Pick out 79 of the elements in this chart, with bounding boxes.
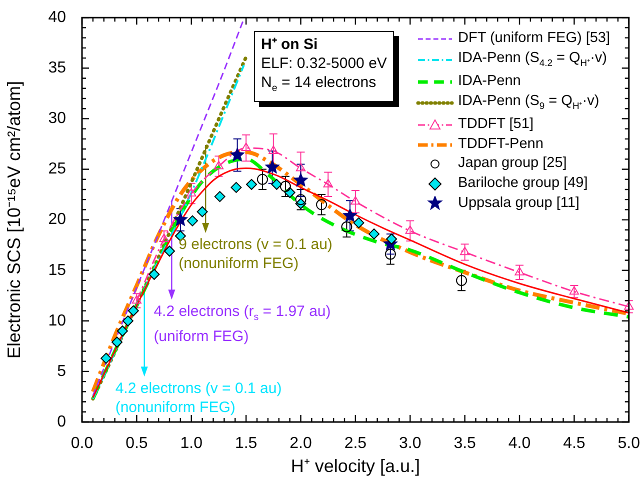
y-tick-label: 5 (57, 362, 66, 380)
x-tick-label: 1.5 (234, 435, 258, 452)
x-axis-title: H⁺ velocity [a.u.] (290, 456, 420, 476)
point (514, 266, 524, 276)
annotation: H⁺ on Si (261, 35, 319, 54)
point (569, 286, 580, 295)
point (296, 162, 306, 172)
point (323, 178, 333, 188)
point (214, 160, 224, 170)
y-tick-label: 25 (48, 160, 66, 178)
point (256, 174, 268, 185)
point (186, 188, 196, 197)
legend-label: Bariloche group [49] (458, 174, 588, 193)
point (214, 191, 226, 202)
legend-label: Japan group [25] (458, 154, 567, 174)
point (384, 248, 396, 260)
point (456, 274, 468, 286)
point (196, 206, 208, 218)
point (112, 336, 122, 348)
legend-label: IDA-Penn (S$_{9}$ = Q$_{H⁺}$·v) (458, 92, 600, 113)
legend-label: Uppsala group [11] (458, 194, 580, 213)
point (172, 212, 188, 226)
point (148, 268, 160, 280)
point (280, 180, 291, 192)
point (132, 295, 142, 304)
point (268, 146, 278, 154)
annotation: 4.2 electrons (r$_{s}$ = 1.97 au) (uniform FEG) (154, 302, 331, 346)
x-tick-label: 2.0 (290, 435, 312, 452)
y-tick-label: 30 (48, 110, 66, 128)
point (241, 142, 251, 152)
legend-label: TDDFT [51] (458, 115, 534, 134)
legend-label: IDA-Penn (S$_{4.2}$ = Q$_{H⁺}$·v) (458, 48, 608, 70)
point (128, 305, 139, 316)
y-tick-label: 15 (48, 262, 66, 279)
point (116, 326, 128, 337)
point (164, 246, 175, 257)
x-tick-label: 0.0 (70, 435, 94, 452)
point (186, 215, 198, 226)
y-axis-title: Electronic SCS [10⁻¹⁵eV cm²/atom] (4, 81, 24, 359)
point (295, 194, 306, 206)
x-tick-label: 4.0 (508, 435, 531, 452)
point (350, 196, 360, 205)
legend-label: IDA-Penn (458, 72, 521, 92)
x-tick-label: 3.5 (454, 435, 476, 452)
point (368, 228, 380, 240)
x-tick-label: 1.0 (180, 435, 203, 452)
legend-label: DFT (uniform FEG) [53] (458, 29, 610, 48)
point (159, 234, 169, 242)
point (460, 246, 470, 256)
point (405, 225, 415, 234)
x-tick-label: 0.5 (126, 435, 148, 452)
annotation: 9 electrons (v = 0.1 au) (nonuniform FEG) (178, 234, 332, 273)
point (264, 159, 280, 174)
point (316, 199, 328, 210)
point (342, 208, 358, 222)
point (341, 221, 352, 232)
x-tick-label: 2.5 (344, 435, 367, 452)
y-tick-label: 40 (48, 9, 66, 26)
y-tick-label: 35 (48, 60, 66, 77)
point (624, 301, 634, 310)
x-tick-label: 3.0 (399, 435, 422, 452)
x-tick-label: 4.5 (563, 435, 586, 452)
annotation: ELF: 0.32-5000 eV (261, 54, 387, 73)
x-tick-label: 5.0 (618, 435, 640, 452)
legend-label: TDDFT-Penn (458, 134, 544, 154)
y-tick-label: 20 (48, 211, 66, 228)
point (100, 352, 112, 364)
point (122, 315, 134, 326)
annotation: N$_{e}$ = 14 electrons (261, 73, 378, 96)
point (386, 234, 398, 245)
point (293, 172, 308, 187)
point (230, 147, 245, 162)
annotation: 4.2 electrons (v = 0.1 au) (nonuniform FEG) (115, 378, 282, 417)
y-tick-label: 10 (48, 312, 66, 330)
point (230, 182, 242, 193)
point (246, 178, 258, 190)
point (271, 178, 282, 190)
y-tick-label: 0 (57, 413, 66, 430)
point (353, 217, 364, 228)
